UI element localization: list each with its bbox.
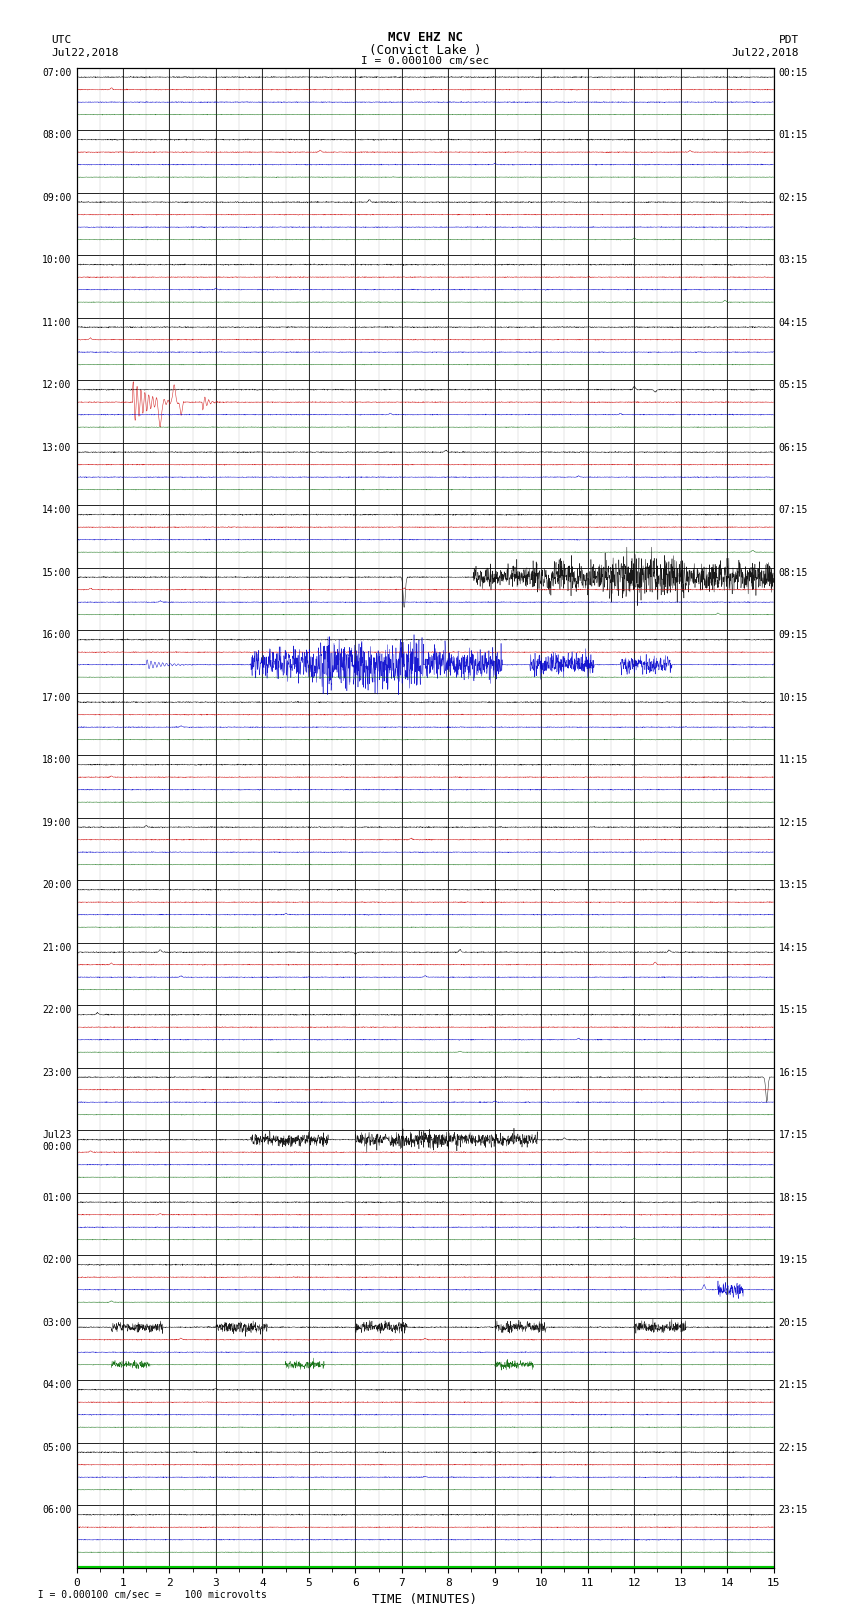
Text: MCV EHZ NC: MCV EHZ NC	[388, 31, 462, 44]
Text: UTC: UTC	[51, 35, 71, 45]
Text: I = 0.000100 cm/sec: I = 0.000100 cm/sec	[361, 56, 489, 66]
Text: I = 0.000100 cm/sec =    100 microvolts: I = 0.000100 cm/sec = 100 microvolts	[26, 1590, 266, 1600]
X-axis label: TIME (MINUTES): TIME (MINUTES)	[372, 1594, 478, 1607]
Text: Jul22,2018: Jul22,2018	[732, 48, 799, 58]
Text: PDT: PDT	[779, 35, 799, 45]
Text: (Convict Lake ): (Convict Lake )	[369, 44, 481, 56]
Text: Jul22,2018: Jul22,2018	[51, 48, 118, 58]
